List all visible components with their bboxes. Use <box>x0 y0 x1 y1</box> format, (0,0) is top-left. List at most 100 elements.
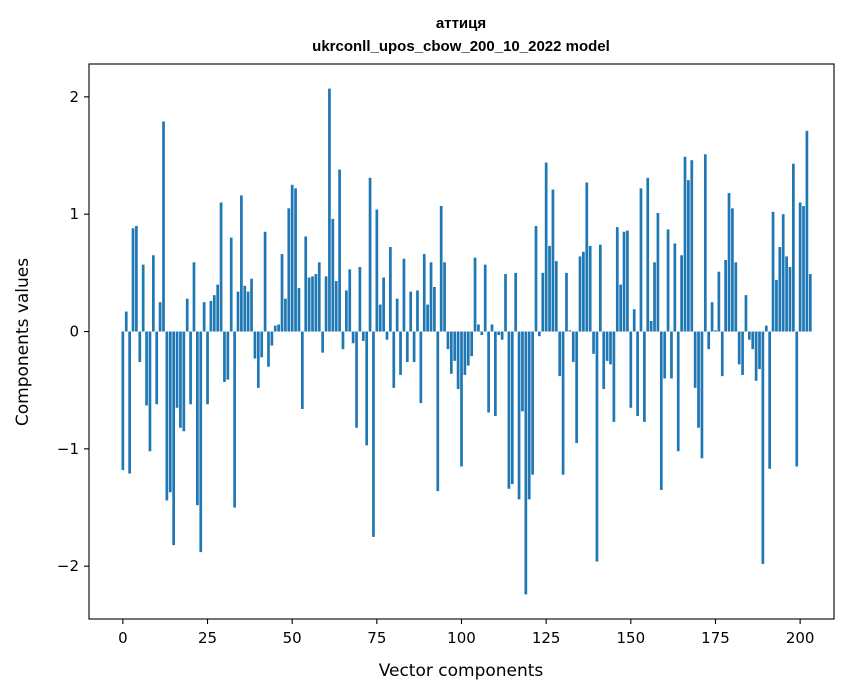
bar-153 <box>639 188 643 332</box>
bar-28 <box>216 284 220 332</box>
bar-125 <box>544 162 548 332</box>
bar-134 <box>575 331 578 443</box>
bar-186 <box>751 331 755 350</box>
bar-190 <box>764 325 768 332</box>
y-axis: −2 −1 0 1 2 <box>57 88 89 575</box>
bar-137 <box>585 182 589 332</box>
bar-107 <box>483 264 487 332</box>
bar-196 <box>785 256 788 332</box>
bar-80 <box>392 331 396 388</box>
bar-26 <box>209 301 213 332</box>
bar-31 <box>226 331 230 380</box>
bar-188 <box>758 331 761 370</box>
bar-99 <box>456 331 460 390</box>
bar-56 <box>311 276 314 332</box>
bar-167 <box>687 180 690 332</box>
y-tick-label-1: 1 <box>69 205 79 223</box>
bar-73 <box>368 177 372 332</box>
bar-10 <box>155 331 159 405</box>
bar-42 <box>263 231 267 332</box>
bar-95 <box>443 262 446 332</box>
bar-13 <box>165 331 169 501</box>
bar-94 <box>439 205 443 332</box>
bar-138 <box>588 245 592 332</box>
bar-155 <box>646 177 650 332</box>
bar-129 <box>558 331 562 377</box>
bar-133 <box>571 331 575 363</box>
bar-32 <box>229 237 233 332</box>
bar-105 <box>477 324 480 332</box>
bar-106 <box>480 331 484 336</box>
x-axis-label: Vector components <box>379 661 544 681</box>
bar-36 <box>243 285 247 332</box>
bar-51 <box>294 188 297 332</box>
bar-70 <box>358 266 362 332</box>
bar-34 <box>236 291 240 332</box>
bar-11 <box>158 302 162 332</box>
y-tick-label--2: −2 <box>57 557 79 575</box>
bar-82 <box>399 331 402 375</box>
bar-12 <box>162 121 165 332</box>
bar-174 <box>710 302 714 332</box>
x-tick-label-150: 150 <box>616 629 645 647</box>
bar-175 <box>714 330 717 332</box>
chart-subtitle: ukrconll_upos_cbow_200_10_2022 model <box>312 38 610 55</box>
bar-183 <box>741 331 744 375</box>
bar-60 <box>324 276 328 332</box>
bar-4 <box>135 225 138 332</box>
bar-6 <box>141 264 145 332</box>
bar-63 <box>334 281 338 332</box>
x-tick-label-200: 200 <box>786 629 815 647</box>
bar-201 <box>802 205 805 332</box>
bar-178 <box>724 259 727 332</box>
bar-111 <box>497 331 501 336</box>
bar-168 <box>690 160 694 332</box>
bar-18 <box>182 331 186 432</box>
bar-62 <box>331 218 335 332</box>
bar-68 <box>351 331 355 344</box>
bar-27 <box>212 295 216 332</box>
bar-141 <box>598 244 602 332</box>
bar-59 <box>321 331 325 353</box>
bar-128 <box>554 261 558 332</box>
y-tick-label--1: −1 <box>57 440 79 458</box>
bar-35 <box>240 195 243 332</box>
bar-3 <box>131 228 135 332</box>
x-tick-label-0: 0 <box>118 629 128 647</box>
bar-102 <box>466 331 470 366</box>
bar-16 <box>175 331 179 408</box>
bar-17 <box>179 331 182 428</box>
bar-143 <box>605 331 609 361</box>
bar-199 <box>795 331 799 467</box>
bar-114 <box>507 331 511 489</box>
bar-162 <box>670 331 673 379</box>
bar-21 <box>192 262 196 332</box>
bar-43 <box>267 331 270 367</box>
bar-87 <box>416 290 419 332</box>
bar-109 <box>490 324 494 332</box>
bar-170 <box>697 331 700 428</box>
bar-5 <box>138 331 142 363</box>
bar-101 <box>463 331 467 375</box>
bar-77 <box>382 277 385 332</box>
bar-84 <box>405 331 409 363</box>
bar-46 <box>277 324 280 332</box>
bar-86 <box>412 331 416 363</box>
bar-194 <box>778 247 782 332</box>
bar-20 <box>189 331 192 405</box>
bar-179 <box>727 193 731 332</box>
bar-25 <box>206 331 209 405</box>
bar-177 <box>720 331 724 377</box>
bar-160 <box>663 331 667 379</box>
bar-44 <box>270 331 274 346</box>
bar-103 <box>470 331 474 357</box>
bar-83 <box>402 258 406 332</box>
bar-15 <box>172 331 176 546</box>
bar-130 <box>561 331 565 475</box>
bar-112 <box>500 331 504 340</box>
bar-182 <box>737 331 741 365</box>
bar-123 <box>538 331 541 337</box>
bar-172 <box>703 154 707 332</box>
bar-49 <box>287 208 291 332</box>
bar-140 <box>595 331 599 562</box>
